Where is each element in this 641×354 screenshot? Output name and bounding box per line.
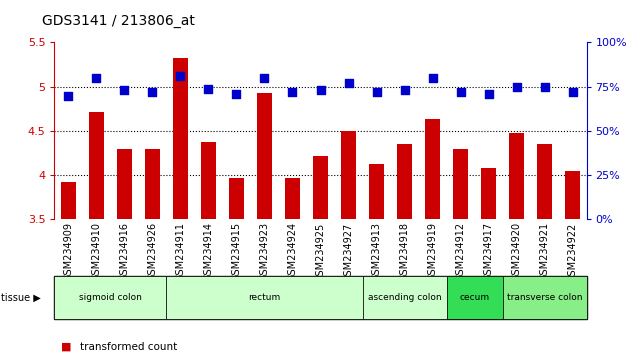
- Bar: [447, 276, 503, 319]
- Text: cecum: cecum: [460, 293, 490, 302]
- Text: rectum: rectum: [248, 293, 281, 302]
- Bar: [453, 149, 468, 219]
- Text: transverse colon: transverse colon: [507, 293, 582, 302]
- Bar: [425, 120, 440, 219]
- Point: [63, 93, 74, 98]
- Point: [567, 89, 578, 95]
- Bar: [509, 133, 524, 219]
- Bar: [537, 144, 552, 219]
- Bar: [313, 156, 328, 219]
- Bar: [565, 171, 580, 219]
- Point: [147, 89, 158, 95]
- Point: [539, 84, 549, 90]
- Bar: [363, 276, 447, 319]
- Point: [203, 86, 213, 91]
- Point: [455, 89, 465, 95]
- Bar: [369, 164, 384, 219]
- Bar: [229, 178, 244, 219]
- Text: transformed count: transformed count: [80, 342, 178, 352]
- Bar: [89, 112, 104, 219]
- Point: [231, 91, 242, 97]
- Point: [399, 87, 410, 93]
- Text: ■: ■: [61, 342, 71, 352]
- Point: [260, 75, 270, 81]
- Bar: [117, 149, 132, 219]
- Point: [119, 87, 129, 93]
- Bar: [341, 131, 356, 219]
- Point: [344, 80, 354, 86]
- Point: [371, 89, 381, 95]
- Bar: [167, 276, 363, 319]
- Point: [287, 89, 297, 95]
- Point: [315, 87, 326, 93]
- Bar: [257, 93, 272, 219]
- Bar: [173, 57, 188, 219]
- Text: GDS3141 / 213806_at: GDS3141 / 213806_at: [42, 14, 194, 28]
- Point: [512, 84, 522, 90]
- Bar: [201, 142, 216, 219]
- Bar: [61, 182, 76, 219]
- Point: [176, 73, 186, 79]
- Bar: [397, 144, 412, 219]
- Text: tissue ▶: tissue ▶: [1, 292, 41, 302]
- Bar: [481, 168, 496, 219]
- Text: ascending colon: ascending colon: [368, 293, 441, 302]
- Point: [483, 91, 494, 97]
- Point: [428, 75, 438, 81]
- Bar: [503, 276, 587, 319]
- Bar: [145, 149, 160, 219]
- Text: sigmoid colon: sigmoid colon: [79, 293, 142, 302]
- Bar: [54, 276, 167, 319]
- Point: [92, 75, 102, 81]
- Bar: [285, 178, 300, 219]
